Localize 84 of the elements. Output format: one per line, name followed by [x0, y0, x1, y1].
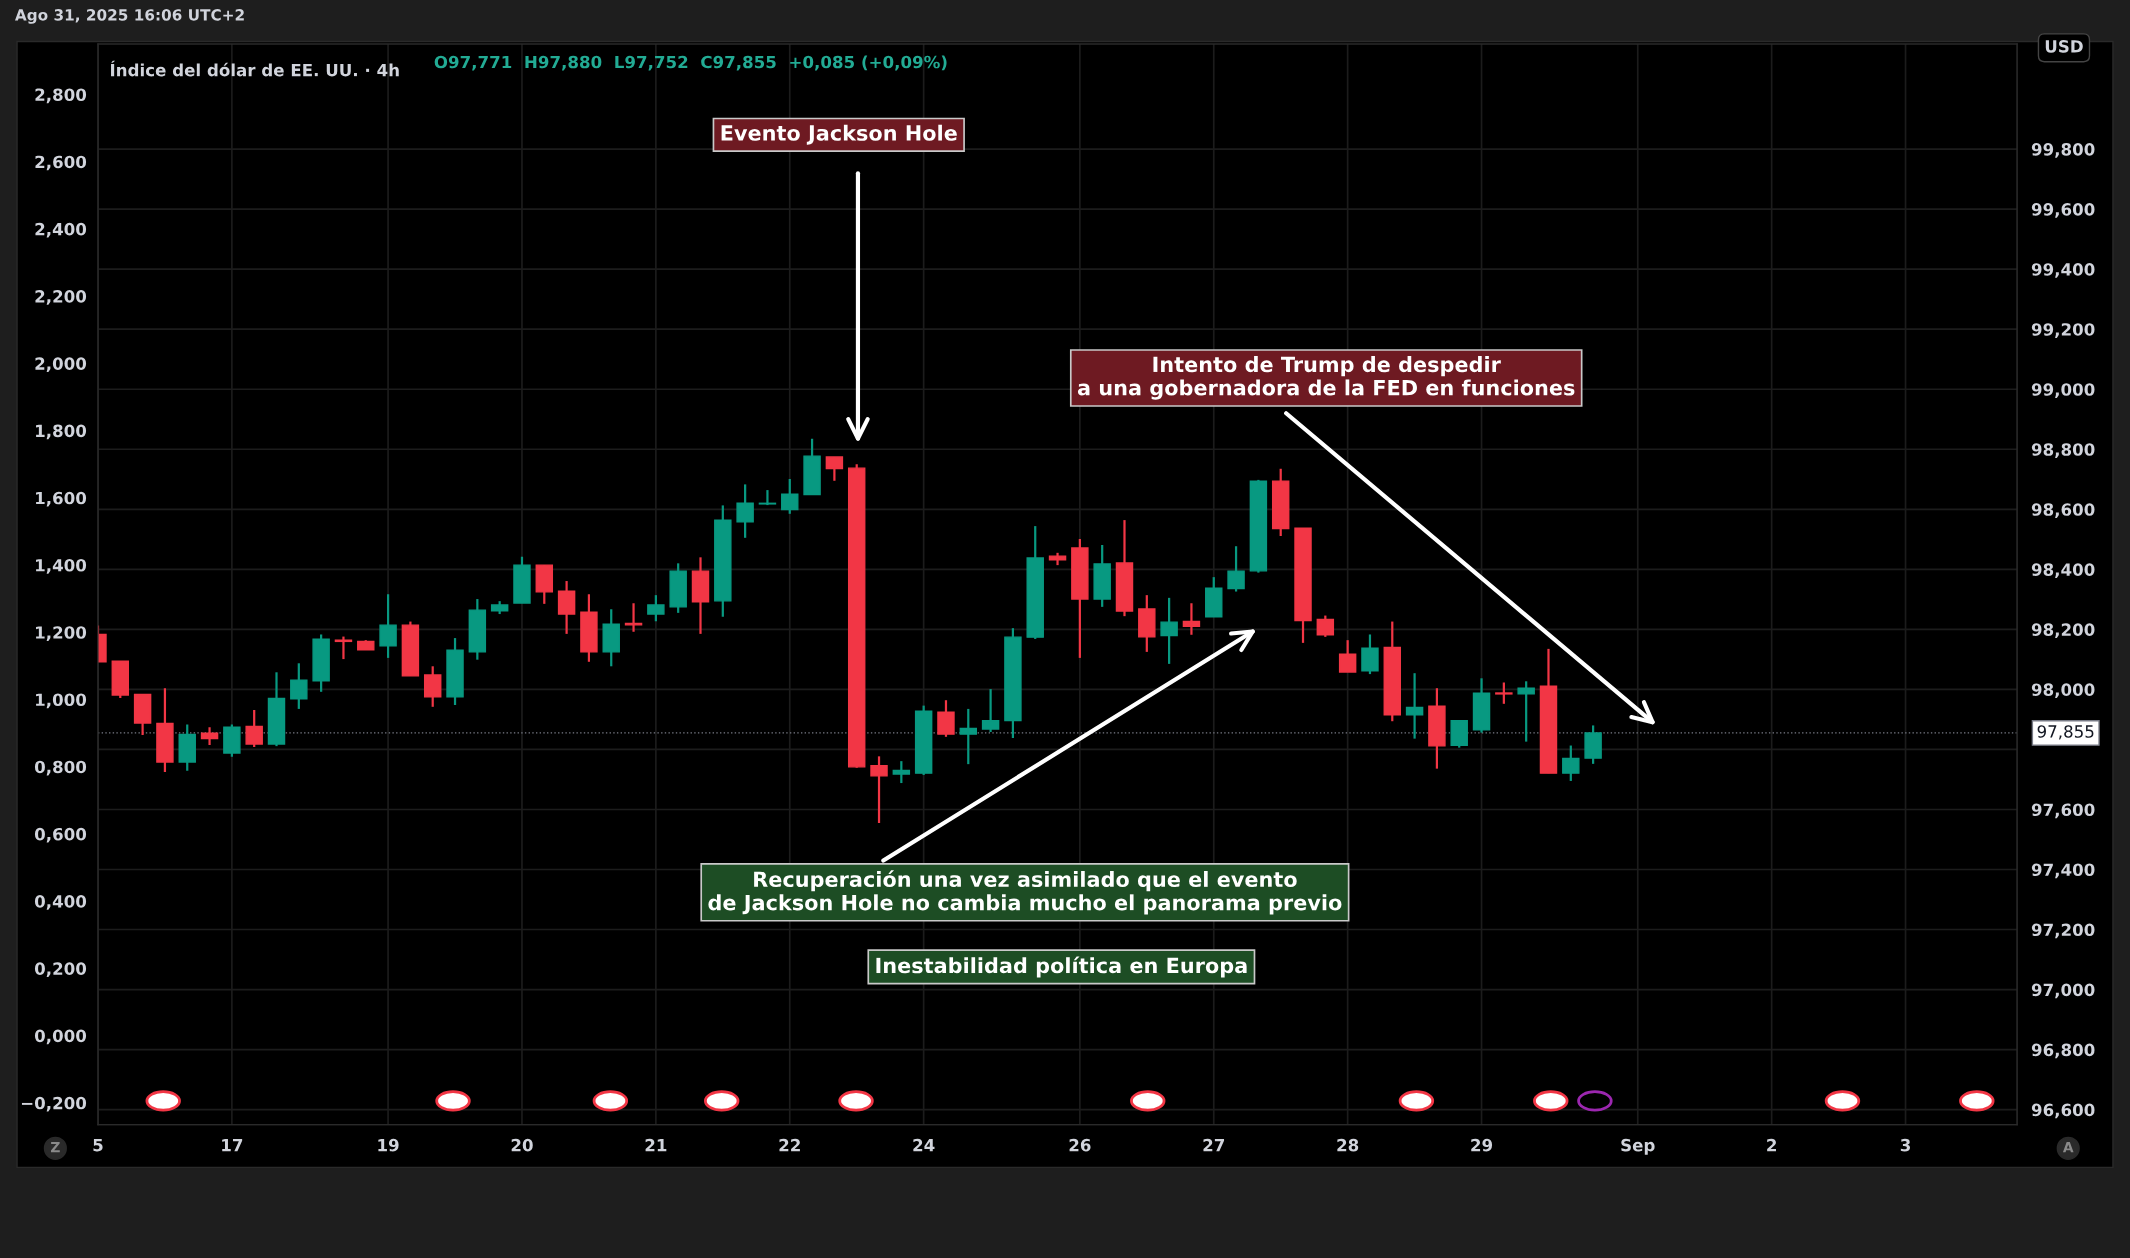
candlestick — [1160, 596, 1178, 665]
y-tick-label: 99,600 — [2031, 203, 2095, 218]
ref-line-label: 97,855 — [2037, 725, 2094, 740]
x-tick-label: 24 — [913, 1138, 935, 1152]
x-tick-label: Sep — [1621, 1138, 1655, 1155]
text: USD — [2045, 40, 2083, 53]
y-tick-label: 96,800 — [2031, 1043, 2095, 1059]
x-tick-label: 3 — [1900, 1138, 1911, 1152]
text: A — [2062, 1142, 2074, 1153]
x-tick-label: 2 — [1767, 1138, 1776, 1152]
y2-tick-label: −0,200 — [21, 1096, 87, 1112]
y-tick-label: 96,600 — [2031, 1103, 2095, 1119]
y-tick-label: 99,000 — [2031, 383, 2095, 398]
y2-tick-label: 0,200 — [34, 962, 87, 978]
y2-tick-label: 2,000 — [35, 357, 87, 373]
x-tick-label: 20 — [511, 1138, 533, 1152]
y-tick-label: 97,200 — [2031, 923, 2095, 939]
candlestick — [959, 707, 978, 766]
candlestick — [870, 755, 888, 825]
y-tick-label: 97,400 — [2031, 863, 2095, 879]
candlestick — [290, 662, 308, 711]
y-tick-label: 99,400 — [2031, 263, 2095, 278]
annotation: Inestabilidad política en Europa — [876, 956, 1247, 978]
candlestick — [1562, 744, 1580, 783]
candlestick — [892, 760, 911, 785]
candlestick — [781, 477, 799, 515]
candlestick — [1517, 680, 1535, 743]
y2-tick-label: 2,200 — [35, 290, 87, 305]
y-tick-label: 98,800 — [2031, 443, 2095, 458]
y-tick-label: 99,200 — [2031, 323, 2095, 338]
candlestick — [423, 665, 442, 708]
candlestick — [379, 593, 397, 659]
y2-tick-label: 2,400 — [35, 222, 87, 238]
annotation: Intento de Trump de despedir a una gobernadora de la FED en funciones — [1077, 356, 1575, 400]
candlestick — [1182, 602, 1201, 636]
y2-tick-label: 2,800 — [35, 88, 87, 104]
x-tick-label: 5 — [93, 1139, 103, 1152]
x-tick-label: 21 — [645, 1138, 667, 1152]
text: Índice del dólar de EE. UU. · 4h — [111, 60, 399, 77]
y-tick-label: 98,200 — [2031, 623, 2095, 639]
x-tick-label: 27 — [1203, 1138, 1225, 1152]
annotation: O97,771 H97,880 L97,752 C97,855 +0,085 (+0,09%) — [434, 55, 947, 71]
y-tick-label: 97,600 — [2031, 803, 2095, 819]
y2-tick-label: 1,400 — [36, 558, 87, 574]
y2-tick-label: 1,600 — [36, 491, 87, 507]
x-tick-label: 19 — [378, 1138, 399, 1152]
text: Z — [50, 1142, 60, 1153]
candlestick — [1227, 545, 1245, 593]
y-tick-label: 98,000 — [2031, 683, 2095, 699]
x-tick-label: 17 — [222, 1139, 243, 1152]
candlestick — [1405, 672, 1424, 740]
y-tick-label: 98,400 — [2031, 563, 2095, 579]
candlestick — [1316, 614, 1335, 638]
candlestick — [758, 488, 777, 507]
x-tick-label: 26 — [1069, 1138, 1091, 1152]
candlestick — [1361, 633, 1379, 676]
candlestick — [1338, 639, 1357, 674]
y-tick-label: 97,000 — [2031, 983, 2095, 999]
y2-tick-label: 0,800 — [34, 760, 87, 776]
candlestick — [334, 635, 353, 661]
y2-tick-label: 0,600 — [34, 827, 87, 843]
chart-subtitle: Ago 31, 2025 16:06 UTC+2 — [14, 9, 244, 24]
candlestick — [825, 455, 844, 482]
y2-tick-label: 1,200 — [36, 626, 87, 641]
candlestick — [624, 602, 643, 633]
y-tick-label: 98,600 — [2031, 503, 2095, 518]
candlestick — [937, 699, 955, 738]
x-tick-label: 28 — [1337, 1138, 1359, 1152]
y2-tick-label: 1,000 — [36, 693, 87, 709]
candlestick — [1495, 681, 1513, 705]
y2-tick-label: 2,600 — [35, 155, 87, 171]
candlestick — [557, 579, 576, 635]
y2-tick-label: 1,800 — [36, 424, 87, 440]
candlestick — [647, 594, 665, 623]
candlestick — [245, 709, 263, 749]
y2-tick-label: 0,000 — [34, 1029, 87, 1045]
candlestick — [736, 483, 754, 539]
y2-tick-label: 0,400 — [34, 895, 87, 910]
y-tick-label: 99,800 — [2031, 143, 2095, 158]
x-tick-label: 22 — [779, 1138, 800, 1152]
x-tick-label: 29 — [1471, 1138, 1493, 1152]
annotation: Recuperación una vez asimilado que el evento de Jackson Hole no cambia mucho el panorama previo — [708, 870, 1342, 915]
candlestick — [981, 687, 1000, 734]
annotation: Evento Jackson Hole — [721, 124, 957, 145]
